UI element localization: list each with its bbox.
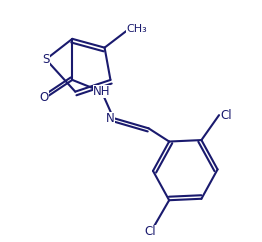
Text: NH: NH: [93, 85, 110, 98]
Text: S: S: [42, 53, 50, 66]
Text: Cl: Cl: [144, 225, 156, 238]
Text: O: O: [40, 91, 49, 104]
Text: N: N: [106, 112, 115, 125]
Text: Cl: Cl: [221, 109, 232, 122]
Text: CH₃: CH₃: [127, 23, 147, 34]
